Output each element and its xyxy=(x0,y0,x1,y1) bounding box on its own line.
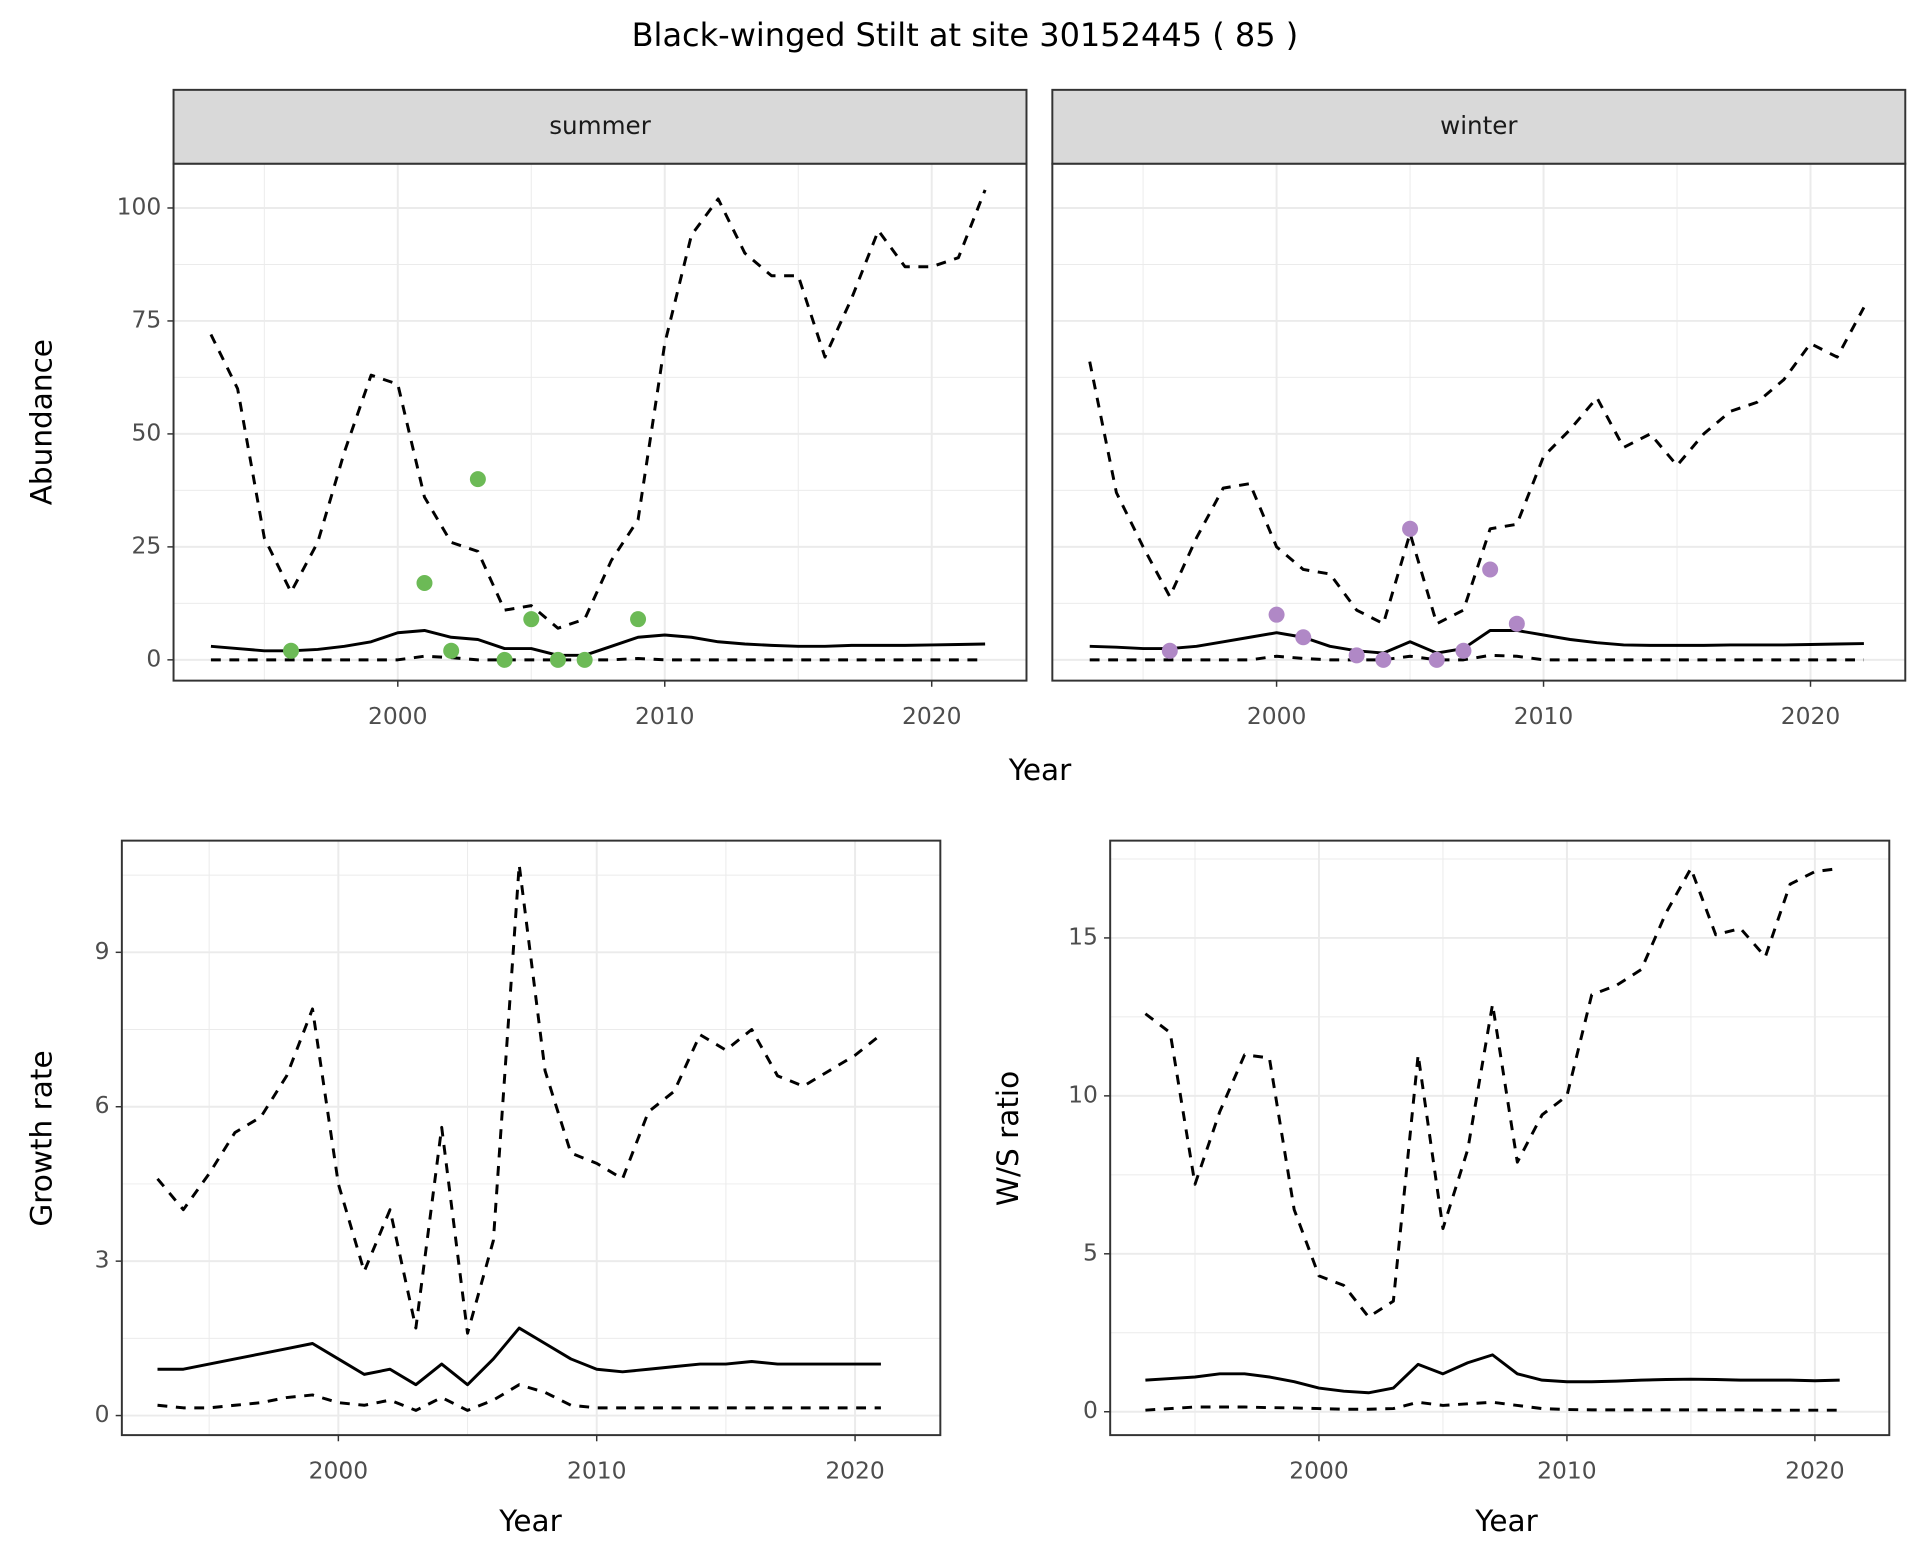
facet-label: winter xyxy=(1440,111,1518,140)
series-line xyxy=(157,1326,881,1387)
series-line xyxy=(1145,1353,1840,1395)
y-tick-label: 75 xyxy=(131,305,161,333)
y-axis-title: W/S ratio xyxy=(991,1071,1025,1206)
y-tick-label: 5 xyxy=(1083,1238,1098,1266)
figure-title: Black-winged Stilt at site 30152445 ( 85… xyxy=(632,16,1299,54)
y-tick-label: 6 xyxy=(95,1091,110,1119)
series-line xyxy=(1089,653,1864,662)
series-line xyxy=(156,863,882,1335)
x-tick-label: 2000 xyxy=(368,702,427,730)
data-point xyxy=(1455,642,1472,659)
data-point xyxy=(1508,615,1525,632)
panel-background xyxy=(121,840,941,1436)
y-tick-label: 15 xyxy=(1068,922,1098,950)
data-point xyxy=(523,611,540,628)
data-point xyxy=(630,611,647,628)
data-point xyxy=(1375,651,1392,668)
x-tick-label: 2000 xyxy=(1289,1457,1349,1485)
data-point xyxy=(1268,606,1285,623)
data-point xyxy=(1402,520,1419,537)
data-point xyxy=(549,651,566,668)
x-tick-label: 2020 xyxy=(902,702,962,730)
y-tick-label: 100 xyxy=(117,192,162,220)
x-tick-label: 2020 xyxy=(1781,702,1841,730)
x-tick-label: 2000 xyxy=(1247,702,1307,730)
panel-background xyxy=(1052,163,1906,681)
data-point xyxy=(416,575,433,592)
panel-border xyxy=(1109,839,1891,1437)
facet-label: summer xyxy=(549,111,652,140)
x-axis-title: Year xyxy=(1474,1504,1538,1538)
series-line xyxy=(157,1383,881,1412)
x-tick-label: 2010 xyxy=(567,1457,627,1485)
data-point xyxy=(1295,629,1312,646)
data-point xyxy=(1482,561,1499,578)
y-tick-label: 25 xyxy=(131,531,161,559)
panel-border xyxy=(120,839,942,1437)
series-line xyxy=(210,629,986,657)
y-tick-label: 0 xyxy=(1083,1396,1098,1424)
series-line xyxy=(1144,866,1840,1319)
data-point xyxy=(443,642,460,659)
data-point xyxy=(1161,642,1178,659)
y-tick-label: 0 xyxy=(146,644,161,672)
x-tick-label: 2020 xyxy=(1785,1457,1844,1485)
series-line xyxy=(1145,1400,1840,1412)
data-point xyxy=(496,651,513,668)
facet-strip xyxy=(1051,88,1907,165)
y-tick-label: 3 xyxy=(95,1246,110,1274)
x-tick-label: 2010 xyxy=(1537,1457,1597,1485)
y-axis-title: Abundance xyxy=(25,339,59,505)
y-tick-label: 10 xyxy=(1068,1080,1098,1108)
x-axis-title: Year xyxy=(1008,753,1072,787)
data-point xyxy=(576,651,593,668)
x-tick-label: 2010 xyxy=(1514,702,1574,730)
y-tick-label: 9 xyxy=(95,937,110,965)
series-line xyxy=(209,189,987,630)
x-axis-title: Year xyxy=(498,1504,562,1538)
facet-strip xyxy=(172,88,1028,165)
y-tick-label: 50 xyxy=(131,418,161,446)
series-line xyxy=(1088,306,1866,626)
panel-background xyxy=(1110,840,1890,1436)
series-line xyxy=(1089,629,1864,655)
data-point xyxy=(469,471,486,488)
y-tick-label: 0 xyxy=(95,1400,110,1428)
data-point xyxy=(283,642,300,659)
x-tick-label: 2010 xyxy=(635,702,695,730)
panel-background xyxy=(173,163,1027,681)
data-point xyxy=(1348,647,1365,664)
x-tick-label: 2000 xyxy=(309,1457,369,1485)
y-axis-title: Growth rate xyxy=(25,1050,59,1226)
data-point xyxy=(1428,651,1445,668)
x-tick-label: 2020 xyxy=(825,1457,885,1485)
